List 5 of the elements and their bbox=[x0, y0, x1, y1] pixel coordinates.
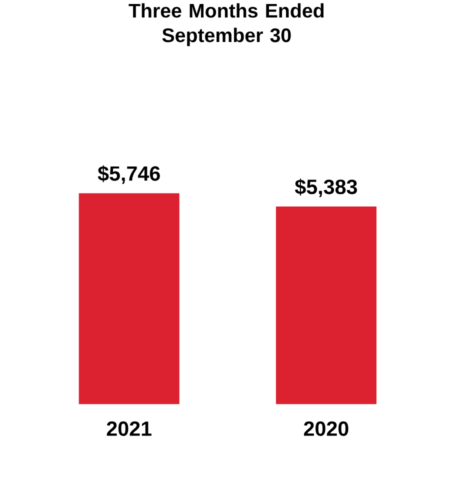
chart-title: Three Months Ended September 30 bbox=[128, 3, 324, 46]
x-tick-label: 2021 bbox=[106, 421, 152, 436]
x-tick-label: 2020 bbox=[304, 421, 348, 436]
data-label: $5,746 bbox=[98, 165, 160, 184]
data-label: $5,383 bbox=[294, 178, 357, 198]
